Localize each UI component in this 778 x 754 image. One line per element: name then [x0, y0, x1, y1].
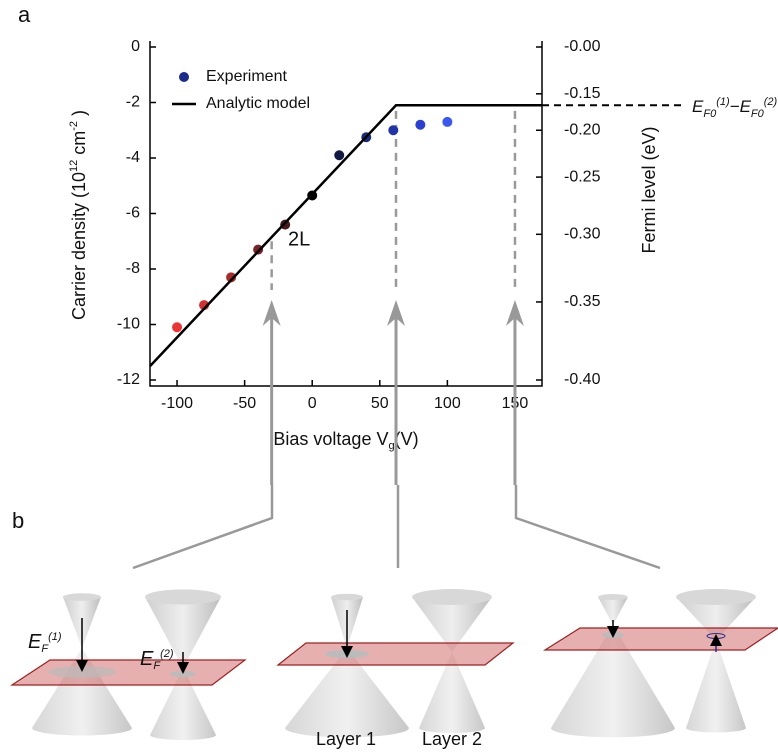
y-tick-label: -12 [117, 371, 140, 388]
side-label: EF0(1)−EF0(2) [692, 96, 778, 120]
cone-upper [598, 597, 628, 625]
data-point [334, 150, 345, 161]
legend-label: Experiment [206, 68, 287, 85]
fermi-plane [542, 627, 778, 651]
ef1-label-part: E [28, 631, 42, 653]
y-axis-label-part: Carrier density (10 [69, 172, 89, 320]
side-label-part: (2) [764, 96, 778, 108]
y-axis-label-part: cm [69, 131, 89, 160]
side-label-part: F0 [703, 108, 717, 120]
diagrams [9, 485, 778, 740]
ef2-label-part: E [140, 648, 154, 670]
ef2-label: EF(2) [140, 648, 174, 672]
cone-rim [676, 589, 756, 605]
ef1-label: EF(1) [28, 631, 62, 655]
ef1-label-part: F [41, 643, 49, 655]
cone-lower [419, 652, 485, 733]
y2-tick-label: -0.35 [564, 293, 601, 310]
side-label-part: E [740, 97, 752, 116]
cone-rim [145, 589, 221, 605]
cone-upper [145, 597, 221, 668]
cone-lower [285, 648, 409, 738]
connector [132, 485, 274, 570]
panel-label: b [12, 508, 24, 533]
data-point [415, 119, 426, 130]
x-tick-label: 50 [371, 395, 389, 412]
y2-tick-label: -0.25 [564, 168, 601, 185]
data-point [442, 116, 453, 127]
fermi-plane [276, 642, 515, 666]
x-axis-label-part: (V) [395, 429, 419, 449]
ef1-label-part: (1) [48, 631, 62, 643]
side-label-part: − [730, 97, 740, 116]
legend-marker [179, 72, 189, 82]
y2-tick-label: -0.00 [564, 38, 601, 55]
layer-label: Layer 1 [316, 729, 376, 749]
axis-frame [149, 41, 543, 387]
guide-arrow-head [262, 300, 281, 326]
guide-arrow-head [387, 300, 406, 326]
y2-axis-label: Fermi level (eV) [639, 126, 659, 253]
fermi-plane [9, 659, 247, 686]
ef2-label-part: F [153, 660, 161, 672]
legend-label: Analytic model [206, 95, 310, 112]
x-tick-label: -50 [233, 395, 256, 412]
fermi-disc [48, 666, 116, 678]
x-tick-label: 100 [434, 395, 461, 412]
y-axis-label-part: -2 [68, 121, 80, 131]
y2-tick-label: -0.20 [564, 121, 601, 138]
data-point [388, 125, 399, 136]
cone-lower [686, 640, 746, 733]
x-tick-label: 0 [308, 395, 317, 412]
cone-upper [412, 597, 492, 652]
cone-lower [32, 648, 132, 736]
cone-rim [598, 594, 628, 600]
annotation: 2L [288, 228, 310, 250]
cone-rim [331, 593, 363, 601]
y2-tick-label: -0.15 [564, 85, 601, 102]
x-axis-label: Bias voltage Vg(V) [273, 429, 418, 452]
fermi-disc [170, 671, 196, 677]
cone-lower [551, 625, 675, 738]
y-axis-label: Carrier density (1012 cm-2 ) [68, 110, 89, 320]
side-label-part: (1) [716, 96, 730, 108]
data-point [172, 322, 183, 333]
cone-lower [150, 668, 216, 740]
y-tick-label: -2 [126, 94, 140, 111]
side-label-part: E [692, 97, 704, 116]
y-tick-label: -10 [117, 316, 140, 333]
guide-arrow-head [505, 300, 524, 326]
panel-label: a [18, 2, 31, 27]
y-tick-label: -8 [126, 260, 140, 277]
y-tick-label: -6 [126, 205, 140, 222]
model-line [149, 104, 542, 367]
y-tick-label: 0 [131, 38, 140, 55]
connector [514, 485, 661, 570]
y-tick-label: -4 [126, 149, 140, 166]
side-label-part: F0 [751, 108, 765, 120]
y2-tick-label: -0.30 [564, 226, 601, 243]
cone-rim [412, 589, 492, 605]
data-point [226, 272, 237, 283]
x-axis-label-part: Bias voltage V [273, 429, 388, 449]
x-tick-label: -100 [161, 395, 193, 412]
x-axis-label-part: g [388, 440, 394, 452]
y-axis-label-part: ) [69, 110, 89, 121]
cone-upper [676, 597, 756, 640]
ef2-label-part: (2) [160, 648, 174, 660]
layer-label: Layer 2 [422, 729, 482, 749]
cone-rim [63, 593, 101, 601]
y2-tick-label: -0.40 [564, 371, 601, 388]
y-axis-label-part: 12 [68, 160, 80, 172]
fermi-disc [602, 632, 624, 638]
